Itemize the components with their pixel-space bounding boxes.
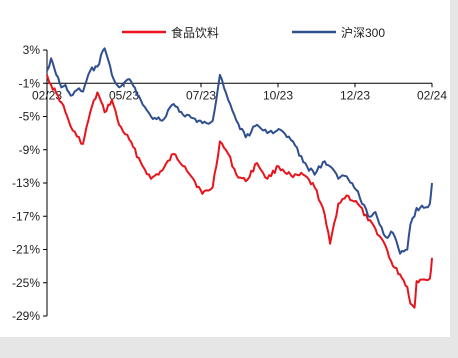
x-tick-label: 10/23 (263, 88, 293, 102)
y-tick-label: -17% (12, 209, 40, 223)
legend: 食品饮料 沪深300 (122, 25, 385, 40)
legend-label-food-beverage: 食品饮料 (171, 25, 219, 40)
y-tick-label: -21% (12, 243, 40, 257)
y-tick-label: -13% (12, 176, 40, 190)
legend-label-csi300: 沪深300 (341, 26, 385, 40)
y-tick-label: -29% (12, 309, 40, 323)
y-tick-label: -1% (19, 76, 41, 90)
y-tick-label: -9% (19, 143, 41, 157)
y-tick-label: -5% (19, 110, 41, 124)
y-tick-label: -25% (12, 276, 40, 290)
chart-frame: 食品饮料 沪深300 3% -1% -5% -9% -13% -17% -21% -25% -2… (0, 0, 450, 337)
x-tick-label: 07/23 (186, 88, 216, 102)
x-tick-label: 02/24 (417, 88, 447, 102)
y-axis: 3% -1% -5% -9% -13% -17% -21% -25% -29% (12, 43, 48, 323)
x-tick-label: 05/23 (109, 88, 139, 102)
plot-series (46, 47, 433, 309)
x-tick-label: 12/23 (340, 88, 370, 102)
line-chart: 食品饮料 沪深300 3% -1% -5% -9% -13% -17% -21% -25% -2… (12, 25, 447, 323)
series-line-csi300 (46, 47, 433, 255)
y-tick-label: 3% (23, 43, 41, 57)
series-line-food-beverage (46, 74, 433, 309)
